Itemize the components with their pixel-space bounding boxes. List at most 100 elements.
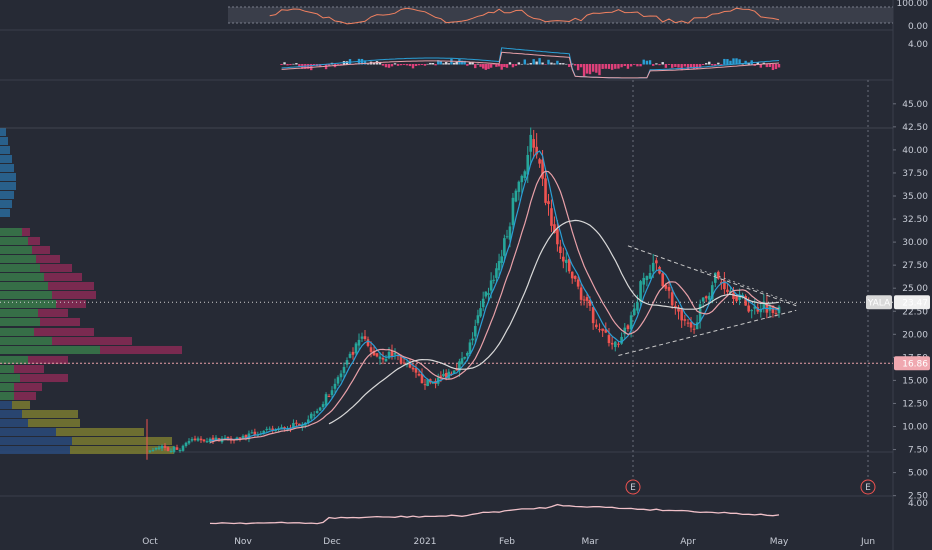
candle-body-167: [639, 281, 642, 302]
candle-body-148: [579, 287, 583, 300]
candle-body-162: [623, 327, 627, 335]
candle-body-210: [771, 305, 775, 313]
macd-bar-186: [698, 64, 702, 68]
macd-bar-127: [517, 62, 521, 65]
macd-bar-123: [505, 64, 509, 68]
macd-bar-183: [689, 64, 693, 68]
macd-bar-93: [426, 63, 429, 65]
macd-bar-114: [481, 64, 485, 69]
macd-bar-55: [313, 64, 316, 65]
macd-bar-138: [550, 62, 553, 65]
macd-bar-122: [503, 64, 506, 67]
macd-bar-64: [339, 64, 343, 65]
macd-bar-63: [336, 64, 340, 65]
candle-body-135: [541, 159, 544, 179]
price-tick-label-17: 2.50: [908, 492, 928, 502]
volume-profile-up-16: [0, 282, 48, 290]
volume-profile-up-29: [0, 401, 12, 409]
macd-bar-141: [559, 62, 562, 65]
candle-body-92: [423, 384, 427, 386]
volume-profile-up-25: [0, 365, 14, 373]
macd-bar-121: [500, 64, 503, 70]
macd-bar-89: [414, 64, 418, 67]
macd-bar-142: [562, 63, 565, 65]
candle-body-111: [473, 326, 477, 337]
candle-body-188: [704, 296, 708, 299]
volume-profile-up-34: [0, 446, 70, 454]
candle-body-18: [202, 439, 206, 442]
candle-body-59: [324, 394, 328, 406]
candle-body-87: [408, 363, 412, 368]
volume-profile-down-30: [22, 410, 78, 418]
candle-body-157: [607, 335, 611, 344]
candle-body-91: [420, 373, 424, 384]
volume-profile-up-32: [0, 428, 56, 436]
macd-bar-149: [582, 64, 586, 77]
x-tick-label-3: 2021: [414, 537, 437, 547]
volume-tick-label: 4.00: [908, 499, 928, 509]
volume-profile-up-1: [0, 137, 8, 145]
candle-body-194: [723, 280, 726, 290]
candle-body-26: [226, 436, 230, 440]
macd-bar-144: [568, 64, 571, 67]
macd-bar-188: [705, 63, 708, 65]
volume-profile-up-21: [0, 328, 34, 336]
candle-body-120: [497, 261, 501, 271]
macd-bar-113: [479, 64, 482, 67]
macd-bar-94: [429, 62, 432, 65]
volume-profile-down-17: [52, 291, 96, 299]
price-tick-label-15: 7.50: [908, 446, 928, 456]
macd-bar-106: [460, 60, 464, 65]
macd-bar-124: [508, 62, 512, 65]
candle-body-152: [591, 307, 595, 324]
candle-body-183: [689, 322, 693, 328]
volume-profile-down-26: [20, 374, 68, 382]
candle-body-174: [661, 273, 665, 287]
volume-profile-down-32: [56, 428, 144, 436]
candle-body-75: [372, 350, 376, 356]
candle-body-147: [576, 279, 580, 287]
macd-bar-60: [327, 64, 331, 66]
candle-body-177: [670, 292, 674, 306]
candle-body-125: [511, 197, 515, 226]
macd-bar-132: [532, 59, 535, 65]
price-tick-label-7: 27.50: [902, 261, 928, 271]
candle-body-176: [667, 287, 671, 291]
macd-bar-147: [576, 64, 580, 71]
volume-profile-up-19: [0, 309, 38, 317]
macd-bar-191: [714, 64, 717, 66]
macd-bar-49: [295, 63, 298, 65]
macd-bar-179: [677, 64, 680, 68]
macd-bar-209: [768, 64, 772, 67]
candle-body-166: [636, 302, 639, 311]
macd-bar-156: [604, 64, 608, 69]
volume-profile-up-12: [0, 246, 32, 254]
macd-bar-146: [573, 64, 577, 66]
macd-bar-87: [408, 64, 412, 67]
candle-body-65: [342, 366, 346, 373]
candle-body-100: [444, 372, 448, 378]
macd-bar-194: [723, 58, 726, 65]
candle-body-85: [402, 362, 406, 364]
candle-body-126: [514, 190, 518, 202]
macd-bar-97: [437, 60, 440, 65]
candle-body-15: [193, 438, 197, 441]
macd-bar-128: [520, 63, 524, 65]
x-tick-label-7: May: [770, 537, 789, 547]
candle-body-142: [562, 256, 565, 262]
candle-body-25: [223, 437, 227, 440]
rsi-tick-label-0: 100.00: [897, 0, 929, 9]
candle-body-69: [354, 343, 358, 354]
volume-profile-down-18: [56, 300, 86, 308]
candle-body-6: [166, 447, 170, 451]
candle-body-195: [726, 289, 729, 293]
macd-bar-172: [655, 63, 658, 65]
volume-profile-up-2: [0, 146, 10, 154]
macd-bar-99: [442, 63, 445, 65]
volume-average-line: [209, 503, 780, 525]
candle-body-136: [544, 178, 547, 203]
candle-body-211: [774, 312, 778, 314]
candle-body-113: [479, 308, 482, 317]
